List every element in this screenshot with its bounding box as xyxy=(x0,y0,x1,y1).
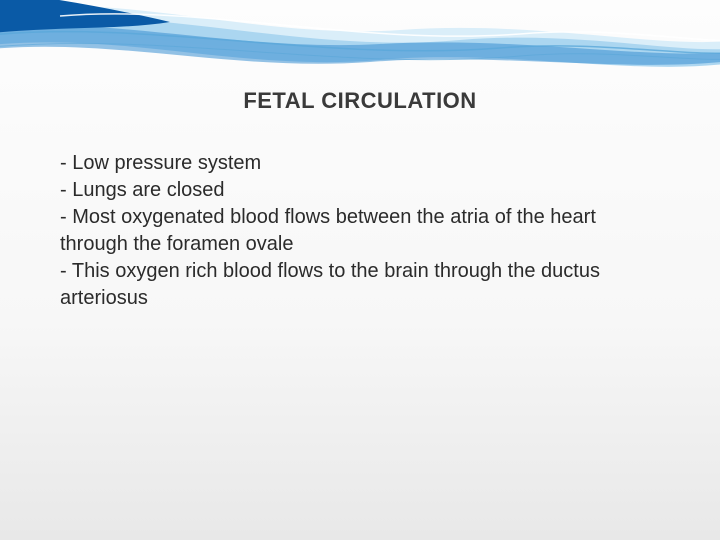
slide-body: - Low pressure system - Lungs are closed… xyxy=(60,150,660,312)
wave-mid xyxy=(0,25,720,65)
bullet-item: - Low pressure system xyxy=(60,150,660,177)
wave-stroke-2 xyxy=(0,43,720,59)
bullet-item: - Most oxygenated blood flows between th… xyxy=(60,204,660,258)
slide-title: FETAL CIRCULATION xyxy=(0,88,720,114)
bullet-item: - Lungs are closed xyxy=(60,177,660,204)
bullet-item: - This oxygen rich blood flows to the br… xyxy=(60,258,660,312)
wave-dark-corner xyxy=(0,0,170,34)
wave-stroke-1 xyxy=(0,32,720,54)
wave-light xyxy=(0,16,720,67)
wave-stroke-3 xyxy=(60,14,720,41)
wave-pale xyxy=(0,5,720,59)
